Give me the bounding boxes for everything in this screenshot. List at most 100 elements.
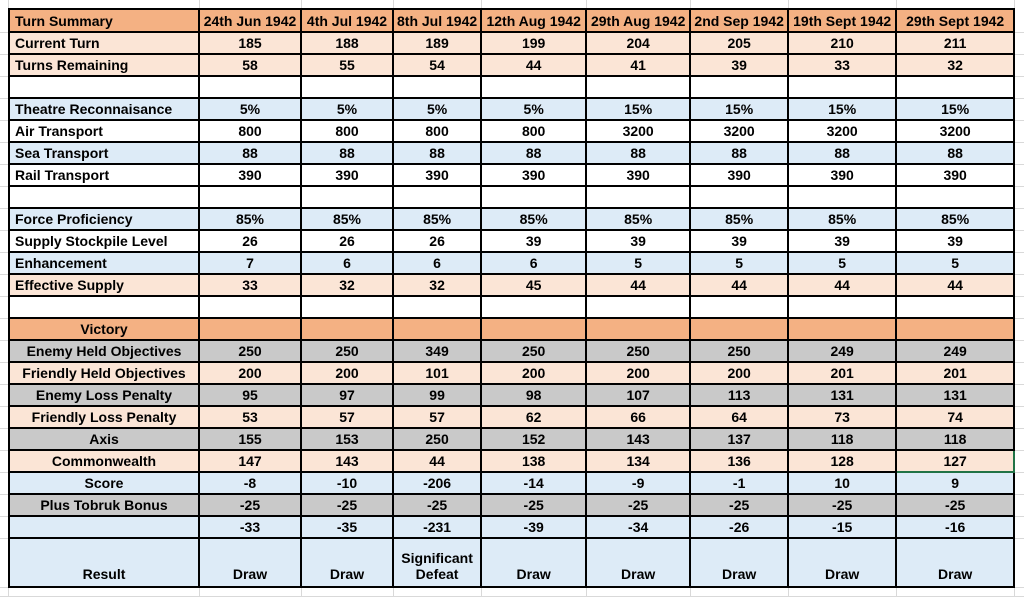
data-cell[interactable]: -231 bbox=[391, 515, 483, 539]
data-cell[interactable]: -35 bbox=[300, 515, 394, 539]
row-label-score[interactable]: Score bbox=[8, 471, 200, 495]
data-cell[interactable]: 6 bbox=[480, 251, 588, 275]
data-cell[interactable] bbox=[689, 185, 790, 209]
data-cell[interactable]: 7 bbox=[198, 251, 302, 275]
data-cell[interactable] bbox=[787, 75, 898, 99]
data-cell[interactable]: 57 bbox=[391, 405, 483, 429]
data-cell[interactable]: 800 bbox=[198, 119, 302, 143]
data-cell[interactable]: 41 bbox=[585, 53, 692, 77]
data-cell[interactable]: 201 bbox=[895, 361, 1016, 385]
data-cell[interactable]: 88 bbox=[198, 141, 302, 165]
data-cell[interactable] bbox=[689, 317, 790, 341]
data-cell[interactable]: -34 bbox=[585, 515, 692, 539]
row-label-enemy-loss-penalty[interactable]: Enemy Loss Penalty bbox=[8, 383, 200, 407]
data-cell[interactable]: 39 bbox=[689, 53, 790, 77]
data-cell[interactable] bbox=[391, 185, 483, 209]
data-cell[interactable]: 44 bbox=[895, 273, 1016, 297]
data-cell[interactable]: 26 bbox=[198, 229, 302, 253]
data-cell[interactable]: -39 bbox=[480, 515, 588, 539]
data-cell[interactable] bbox=[480, 295, 588, 319]
data-cell[interactable]: 44 bbox=[480, 53, 588, 77]
row-label-effective-supply[interactable]: Effective Supply bbox=[8, 273, 200, 297]
data-cell[interactable]: 250 bbox=[480, 339, 588, 363]
data-cell[interactable] bbox=[198, 317, 302, 341]
data-cell[interactable]: 390 bbox=[480, 163, 588, 187]
data-cell[interactable]: 74 bbox=[895, 405, 1016, 429]
data-cell[interactable]: 250 bbox=[198, 339, 302, 363]
data-cell[interactable] bbox=[300, 75, 394, 99]
column-header-24th-jun-1942[interactable]: 24th Jun 1942 bbox=[198, 8, 302, 33]
data-cell[interactable]: 5 bbox=[585, 251, 692, 275]
data-cell[interactable]: 5% bbox=[198, 97, 302, 121]
data-cell[interactable]: 39 bbox=[585, 229, 692, 253]
data-cell[interactable]: Draw bbox=[895, 537, 1016, 588]
data-cell[interactable]: -8 bbox=[198, 471, 302, 495]
data-cell[interactable]: 6 bbox=[300, 251, 394, 275]
data-cell[interactable]: 85% bbox=[480, 207, 588, 231]
data-cell[interactable]: 200 bbox=[198, 361, 302, 385]
data-cell[interactable]: -33 bbox=[198, 515, 302, 539]
row-label-current-turn[interactable]: Current Turn bbox=[8, 31, 200, 55]
data-cell[interactable]: -25 bbox=[689, 493, 790, 517]
data-cell[interactable] bbox=[300, 295, 394, 319]
data-cell[interactable]: 32 bbox=[391, 273, 483, 297]
data-cell[interactable] bbox=[787, 295, 898, 319]
data-cell[interactable]: 10 bbox=[787, 471, 898, 495]
data-cell[interactable]: 249 bbox=[787, 339, 898, 363]
data-cell[interactable]: 15% bbox=[689, 97, 790, 121]
data-cell[interactable]: -25 bbox=[787, 493, 898, 517]
data-cell[interactable]: Draw bbox=[198, 537, 302, 588]
data-cell[interactable] bbox=[480, 75, 588, 99]
data-cell[interactable]: 88 bbox=[895, 141, 1016, 165]
data-cell[interactable]: 85% bbox=[300, 207, 394, 231]
data-cell[interactable] bbox=[689, 295, 790, 319]
data-cell[interactable]: 32 bbox=[300, 273, 394, 297]
data-cell[interactable]: 64 bbox=[689, 405, 790, 429]
data-cell[interactable]: 204 bbox=[585, 31, 692, 55]
data-cell[interactable] bbox=[198, 185, 302, 209]
data-cell[interactable]: 390 bbox=[300, 163, 394, 187]
data-cell[interactable]: -1 bbox=[689, 471, 790, 495]
data-cell[interactable]: 98 bbox=[480, 383, 588, 407]
data-cell[interactable]: 5 bbox=[895, 251, 1016, 275]
data-cell[interactable]: 189 bbox=[391, 31, 483, 55]
data-cell[interactable]: 390 bbox=[585, 163, 692, 187]
data-cell[interactable]: 32 bbox=[895, 53, 1016, 77]
data-cell[interactable]: -25 bbox=[895, 493, 1016, 517]
data-cell[interactable]: 250 bbox=[391, 427, 483, 451]
data-cell[interactable] bbox=[585, 185, 692, 209]
corner-header-turn-summary[interactable]: Turn Summary bbox=[8, 8, 200, 33]
data-cell[interactable] bbox=[895, 295, 1016, 319]
data-cell[interactable]: 138 bbox=[480, 449, 588, 473]
data-cell[interactable]: 211 bbox=[895, 31, 1016, 55]
data-cell[interactable]: 201 bbox=[787, 361, 898, 385]
data-cell[interactable]: 390 bbox=[895, 163, 1016, 187]
data-cell[interactable]: 249 bbox=[895, 339, 1016, 363]
data-cell[interactable]: 39 bbox=[895, 229, 1016, 253]
data-cell[interactable]: 3200 bbox=[689, 119, 790, 143]
data-cell[interactable]: 88 bbox=[391, 141, 483, 165]
data-cell[interactable]: 800 bbox=[391, 119, 483, 143]
data-cell[interactable]: 85% bbox=[895, 207, 1016, 231]
data-cell[interactable] bbox=[787, 185, 898, 209]
data-cell[interactable]: 85% bbox=[689, 207, 790, 231]
data-cell[interactable]: 6 bbox=[391, 251, 483, 275]
data-cell[interactable]: 39 bbox=[689, 229, 790, 253]
data-cell[interactable]: 118 bbox=[787, 427, 898, 451]
data-cell[interactable]: 3200 bbox=[895, 119, 1016, 143]
column-header-19th-sept-1942[interactable]: 19th Sept 1942 bbox=[787, 8, 898, 33]
data-cell[interactable]: -206 bbox=[391, 471, 483, 495]
data-cell[interactable]: 88 bbox=[585, 141, 692, 165]
data-cell[interactable]: 137 bbox=[689, 427, 790, 451]
data-cell[interactable]: 58 bbox=[198, 53, 302, 77]
data-cell[interactable] bbox=[585, 317, 692, 341]
data-cell[interactable]: -15 bbox=[787, 515, 898, 539]
data-cell[interactable]: 136 bbox=[689, 449, 790, 473]
data-cell[interactable]: 101 bbox=[391, 361, 483, 385]
data-cell[interactable] bbox=[391, 295, 483, 319]
data-cell[interactable]: 205 bbox=[689, 31, 790, 55]
data-cell[interactable]: 107 bbox=[585, 383, 692, 407]
row-label-result[interactable]: Result bbox=[8, 537, 200, 588]
data-cell[interactable]: -16 bbox=[895, 515, 1016, 539]
data-cell[interactable]: 99 bbox=[391, 383, 483, 407]
